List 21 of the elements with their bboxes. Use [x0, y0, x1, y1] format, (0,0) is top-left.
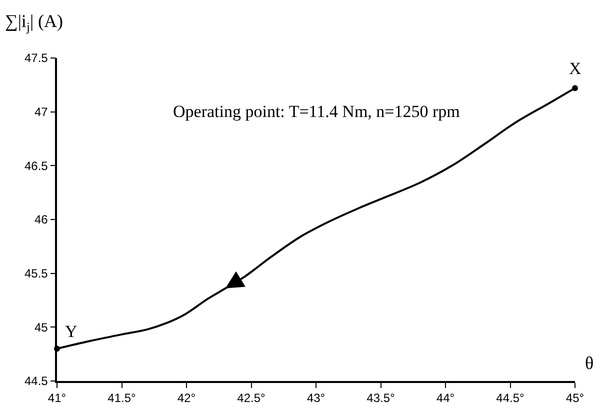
- annotation: Operating point: T=11.4 Nm, n=1250 rpm: [173, 102, 460, 121]
- x-axis-title: θ: [585, 353, 594, 373]
- annotation: Y: [65, 322, 78, 341]
- x-tick-label: 43°: [306, 391, 326, 406]
- y-tick-label: 47.5: [24, 51, 48, 66]
- x-tick-label: 44.5°: [496, 391, 525, 406]
- x-tick-label: 45°: [566, 391, 584, 406]
- y-tick-label: 45: [34, 320, 48, 334]
- y-axis-title: ∑|i$_{j}$| (A): [5, 11, 64, 34]
- x-tick-label: 44°: [436, 391, 455, 406]
- y-tick-label: 47: [34, 105, 48, 120]
- x-tick-label: 42°: [177, 391, 196, 406]
- x-tick-label: 41°: [48, 391, 66, 406]
- x-tick-label: 41.5°: [108, 391, 136, 406]
- y-tick-label: 45.5: [24, 266, 48, 281]
- y-tick-label: 46.5: [24, 158, 48, 173]
- y-tick-label: 46: [34, 212, 48, 227]
- x-tick-label: 43.5°: [366, 391, 396, 406]
- y-tick-label: 44.5: [24, 374, 48, 388]
- x-tick-label: 42.5°: [237, 391, 266, 406]
- annotation: X: [569, 59, 582, 78]
